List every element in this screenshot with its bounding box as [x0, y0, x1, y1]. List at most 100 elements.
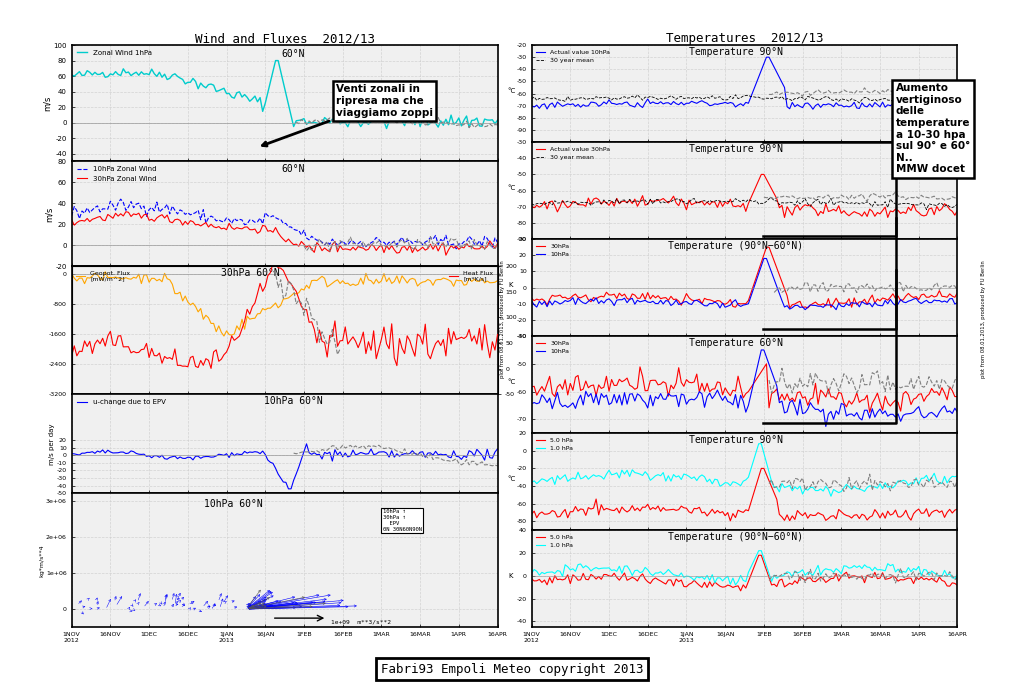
Heat Flux
[m*K/s]: [184, 353, 197, 362]
1.0 hPa: [931, 570, 943, 579]
5.0 hPa: [724, 517, 736, 525]
30 year mean: [812, 96, 824, 104]
Line: 30hPa: 30hPa: [531, 364, 957, 412]
Zonal Wind 1hPa: [380, 125, 392, 133]
1.0 hPa: [931, 477, 943, 485]
10hPa: [812, 302, 824, 310]
Geopot. Flux
[mW/m^2]: [76, 274, 88, 282]
1.0 hPa: [812, 486, 824, 495]
30hPa: [760, 243, 772, 252]
Actual value 30hPa: [536, 202, 548, 210]
Actual value 30hPa: [814, 207, 826, 216]
5.0 hPa: [755, 464, 767, 473]
Line: 1.0 hPa: 1.0 hPa: [531, 551, 957, 585]
Actual value 30hPa: [951, 207, 964, 215]
Geopot. Flux
[mW/m^2]: [186, 299, 199, 307]
Actual value 10hPa: [948, 101, 961, 109]
30hPa Zonal Wind: [352, 243, 365, 251]
30hPa: [760, 360, 772, 368]
Actual value 30hPa: [948, 211, 961, 220]
10hPa Zonal Wind: [76, 207, 88, 216]
Heat Flux
[m*K/s]: [205, 365, 217, 373]
Zonal Wind 1hPa: [269, 56, 282, 64]
Y-axis label: °C: °C: [507, 87, 515, 94]
10hPa: [644, 299, 656, 307]
1.0 hPa: [825, 492, 838, 500]
30 year mean: [948, 202, 961, 211]
5.0 hPa: [525, 574, 538, 583]
Actual value 10hPa: [536, 100, 548, 109]
30 year mean: [766, 194, 778, 202]
30 year mean: [799, 96, 811, 104]
10hPa: [799, 306, 811, 314]
u-change due to EPV: [184, 453, 197, 462]
Text: 1e+09  m**3/s**2: 1e+09 m**3/s**2: [332, 620, 391, 624]
Geopot. Flux
[mW/m^2]: [99, 267, 112, 276]
30hPa: [931, 292, 943, 300]
Text: 30hPa 60°N: 30hPa 60°N: [221, 268, 280, 279]
Actual value 30hPa: [755, 170, 767, 179]
30hPa: [783, 304, 796, 312]
Y-axis label: m/s: m/s: [43, 96, 52, 111]
Actual value 30hPa: [525, 202, 538, 210]
10hPa: [536, 391, 548, 399]
Legend: Heat Flux
[m*K/s]: Heat Flux [m*K/s]: [447, 270, 495, 283]
10hPa: [830, 306, 843, 314]
30hPa: [802, 304, 814, 312]
5.0 hPa: [734, 587, 746, 595]
1.0 hPa: [525, 569, 538, 577]
Line: 30 year mean: 30 year mean: [531, 95, 957, 103]
Text: plot from 08.01.2013, produced by FU Berlin: plot from 08.01.2013, produced by FU Ber…: [500, 260, 505, 378]
1.0 hPa: [525, 478, 538, 486]
Y-axis label: °C: °C: [507, 378, 515, 385]
30 year mean: [912, 99, 925, 107]
5.0 hPa: [948, 579, 961, 588]
5.0 hPa: [753, 551, 765, 559]
30hPa Zonal Wind: [339, 245, 351, 253]
30hPa: [812, 400, 824, 408]
Actual value 10hPa: [938, 106, 950, 114]
30 year mean: [525, 200, 538, 208]
Legend: 10hPa Zonal Wind, 30hPa Zonal Wind: 10hPa Zonal Wind, 30hPa Zonal Wind: [75, 165, 158, 183]
10hPa: [812, 405, 824, 414]
u-change due to EPV: [300, 439, 312, 448]
u-change due to EPV: [283, 484, 295, 493]
Line: Zonal Wind 1hPa: Zonal Wind 1hPa: [72, 60, 498, 129]
5.0 hPa: [931, 578, 943, 586]
Legend: Actual value 10hPa, 30 year mean: Actual value 10hPa, 30 year mean: [535, 49, 611, 64]
Line: 30 year mean: 30 year mean: [531, 198, 957, 209]
Line: Heat Flux
[m*K/s]: Heat Flux [m*K/s]: [72, 263, 498, 369]
10hPa: [948, 300, 961, 308]
Zonal Wind 1hPa: [184, 78, 197, 87]
Text: Fabri93 Empoli Meteo copyright 2013: Fabri93 Empoli Meteo copyright 2013: [381, 663, 643, 676]
Line: 10hPa: 10hPa: [531, 258, 957, 310]
30hPa: [951, 288, 964, 297]
30hPa Zonal Wind: [120, 207, 132, 216]
30hPa: [644, 295, 656, 303]
Y-axis label: m/s per day: m/s per day: [49, 423, 55, 464]
Geopot. Flux
[mW/m^2]: [492, 277, 504, 285]
5.0 hPa: [536, 578, 548, 586]
30 year mean: [948, 99, 961, 107]
Zonal Wind 1hPa: [339, 119, 351, 127]
1.0 hPa: [536, 568, 548, 577]
Zonal Wind 1hPa: [76, 71, 88, 80]
30hPa: [948, 293, 961, 301]
Actual value 10hPa: [928, 100, 940, 109]
Heat Flux
[m*K/s]: [492, 331, 504, 339]
Zonal Wind 1hPa: [488, 120, 501, 128]
Line: Actual value 10hPa: Actual value 10hPa: [531, 57, 957, 110]
u-change due to EPV: [492, 445, 504, 453]
30 year mean: [931, 202, 943, 210]
30 year mean: [951, 200, 964, 208]
5.0 hPa: [814, 510, 826, 518]
30 year mean: [921, 205, 933, 213]
Legend: 30hPa, 10hPa: 30hPa, 10hPa: [535, 340, 570, 356]
30hPa: [931, 387, 943, 396]
Legend: Geopot. Flux
[mW/m^2]: Geopot. Flux [mW/m^2]: [75, 270, 132, 283]
10hPa Zonal Wind: [339, 240, 351, 248]
30hPa: [525, 383, 538, 391]
1.0 hPa: [799, 484, 811, 493]
Title: Temperatures  2012/13: Temperatures 2012/13: [666, 32, 823, 45]
5.0 hPa: [951, 581, 964, 590]
